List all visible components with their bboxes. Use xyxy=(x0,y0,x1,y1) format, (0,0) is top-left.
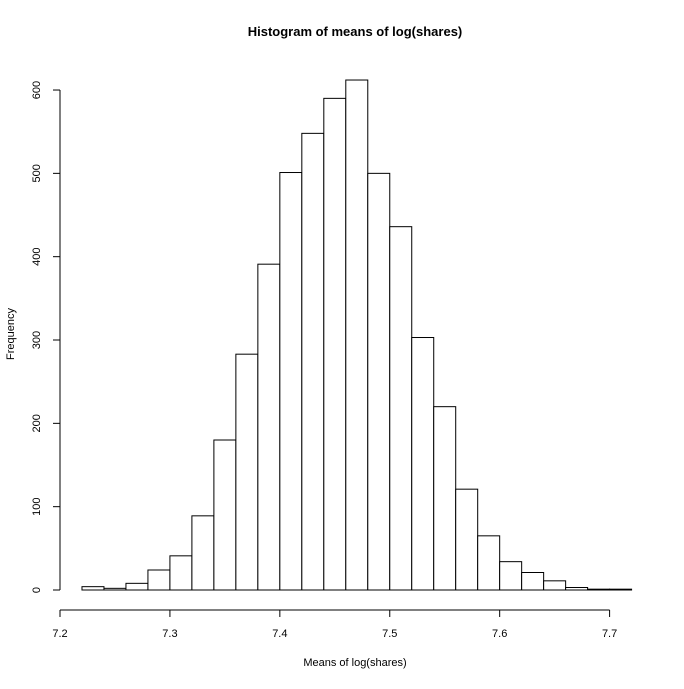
histogram-bar xyxy=(433,406,457,591)
y-tick-label: 600 xyxy=(31,81,43,99)
histogram-bar xyxy=(587,588,611,591)
histogram-bar xyxy=(455,488,479,591)
y-tick-label: 0 xyxy=(31,587,43,593)
x-tick-label: 7.5 xyxy=(382,628,397,640)
histogram-bar xyxy=(499,561,523,591)
histogram-bar xyxy=(191,515,215,591)
x-tick-label: 7.3 xyxy=(162,628,177,640)
histogram-bar xyxy=(257,263,281,591)
histogram-bar xyxy=(345,79,369,591)
histogram-bar xyxy=(235,353,259,591)
histogram-bar xyxy=(367,172,391,591)
histogram-bar xyxy=(103,587,127,591)
y-tick-label: 400 xyxy=(31,248,43,266)
y-tick-label: 500 xyxy=(31,164,43,182)
y-tick-label: 100 xyxy=(31,497,43,515)
histogram-bar xyxy=(169,555,193,591)
bars-group xyxy=(81,79,633,591)
histogram-bar xyxy=(301,132,325,591)
histogram-bar xyxy=(81,586,105,591)
x-axis: 7.2 7.3 7.4 7.5 7.6 7.7 xyxy=(52,609,617,640)
histogram-bar xyxy=(389,226,413,591)
histogram-bar xyxy=(477,535,501,591)
histogram-bar xyxy=(543,580,567,591)
x-axis-label: Means of log(shares) xyxy=(303,657,406,669)
y-axis: 0 100 200 300 400 500 600 xyxy=(31,81,61,593)
y-axis-label: Frequency xyxy=(5,308,17,360)
histogram-bar xyxy=(609,588,633,591)
x-tick-label: 7.7 xyxy=(602,628,617,640)
histogram-bar xyxy=(213,439,237,591)
y-tick-label: 300 xyxy=(31,331,43,349)
histogram-bar xyxy=(411,337,435,591)
y-tick-label: 200 xyxy=(31,414,43,432)
histogram-bar xyxy=(279,172,303,591)
histogram-bar xyxy=(147,569,171,591)
histogram-bar xyxy=(323,97,347,591)
histogram-bar xyxy=(565,587,589,591)
histogram-bar xyxy=(125,582,149,591)
x-tick-label: 7.6 xyxy=(492,628,507,640)
x-tick-label: 7.4 xyxy=(272,628,287,640)
histogram-bar xyxy=(521,572,545,591)
x-tick-label: 7.2 xyxy=(52,628,67,640)
chart-title: Histogram of means of log(shares) xyxy=(248,24,463,39)
